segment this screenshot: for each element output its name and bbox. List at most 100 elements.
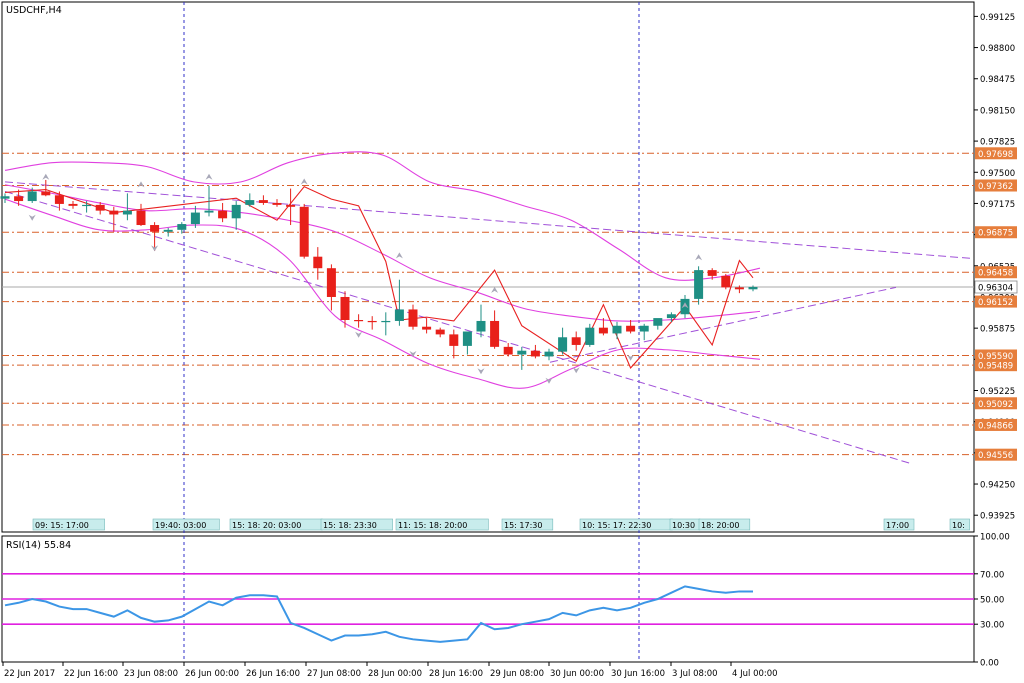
level-label-box: [975, 179, 1017, 192]
regression-channel: [4, 181, 975, 465]
fractal-down-marker: [409, 350, 417, 357]
level-label: 0.95489: [978, 362, 1013, 372]
candle-bull: [231, 204, 241, 219]
channel-lower-line: [4, 190, 913, 465]
time-tick-label: 30 Jun 00:00: [550, 669, 604, 679]
time-axis: 22 Jun 2017 22 Jun 16:00 23 Jun 08:00 26 Ju…: [2, 662, 778, 679]
time-tag-label: 15: 18: 23:30: [323, 521, 377, 530]
current-price-label: 0.96304: [978, 284, 1013, 294]
time-tick-label: 29 Jun 08:00: [490, 669, 544, 679]
fractal-down-marker: [477, 368, 485, 375]
price-tick-label: 0.99125: [980, 13, 1015, 23]
time-tick-label: 4 Jul 00:00: [732, 669, 778, 679]
fractal-up-marker: [42, 173, 50, 180]
candle-bull: [558, 337, 568, 352]
time-tag-label: 10:: [952, 521, 965, 530]
level-label: 0.95092: [978, 400, 1013, 410]
candle-bear: [354, 320, 364, 322]
time-tag-label: 15: 17:30: [504, 521, 542, 530]
level-label-box: [975, 349, 1017, 362]
candle-bull: [394, 309, 404, 321]
time-tick-label: 26 Jun 16:00: [246, 669, 300, 679]
time-tick-label: 28 Jun 00:00: [368, 669, 422, 679]
candle-bear: [109, 210, 119, 215]
time-tag-label: 09: 15: 17:00: [35, 521, 89, 530]
rsi-panel: 100.00 70.00 50.00 30.00 0.00: [2, 533, 1010, 669]
candle-bear: [258, 200, 268, 203]
time-tag-box: [501, 518, 554, 531]
level-label-box: [975, 397, 1017, 410]
candle-bear: [286, 204, 296, 207]
candle-bear: [571, 337, 581, 345]
level-label: 0.94556: [978, 451, 1013, 461]
time-tick-label: 27 Jun 08:00: [307, 669, 361, 679]
channel-upper-line: [4, 181, 975, 260]
fractal-up-marker: [137, 181, 145, 188]
candle-bear: [422, 326, 432, 330]
price-tick-label: 0.98475: [980, 75, 1015, 85]
candle-bear: [408, 309, 418, 327]
price-tick-label: 0.95225: [980, 387, 1015, 397]
time-tag-label: 18: 20:00: [701, 521, 739, 530]
rsi-tick-label: 100.00: [980, 533, 1010, 543]
candle-bull: [517, 350, 527, 355]
current-price-box: [974, 280, 1018, 294]
time-tag-box: [395, 518, 489, 531]
fractal-up-marker: [695, 254, 703, 261]
candle-bear: [734, 287, 744, 290]
candle-bear: [150, 225, 160, 232]
candle-bear: [626, 325, 636, 332]
price-tick-label: 0.97500: [980, 169, 1015, 179]
candle-bull: [122, 210, 132, 215]
candle-bear: [326, 268, 336, 297]
level-label: 0.94866: [978, 421, 1013, 431]
level-label: 0.96152: [978, 298, 1013, 308]
fractal-down-marker: [28, 214, 36, 221]
time-tick-label: 28 Jun 16:00: [429, 669, 483, 679]
level-label: 0.95590: [978, 352, 1013, 362]
candle-bear: [449, 334, 459, 346]
fractal-down-marker: [545, 377, 553, 384]
candle-bull: [190, 212, 200, 225]
candle-bull: [680, 298, 690, 315]
candle-bull: [585, 327, 595, 345]
candle-bull: [694, 270, 704, 299]
fractal-up-marker: [491, 286, 499, 293]
price-tick-label: 0.97175: [980, 200, 1015, 210]
price-tick-label: 0.94250: [980, 481, 1015, 491]
level-label-box: [975, 359, 1017, 372]
time-tick-label: 3 Jul 08:00: [672, 669, 718, 679]
time-tag-label: 11: 15: 18: 20:00: [398, 521, 467, 530]
candle-bull: [639, 325, 649, 332]
level-label-box: [975, 418, 1017, 431]
time-tag-box: [32, 518, 105, 531]
symbol-title: USDCHF,H4: [6, 5, 62, 16]
candle-bull: [0, 196, 10, 199]
level-label: 0.96458: [978, 269, 1013, 279]
price-tick-label: 0.97825: [980, 138, 1015, 148]
level-label-box: [975, 147, 1017, 160]
time-tag-label: 17:00: [886, 521, 909, 530]
bollinger-upper-line: [4, 151, 761, 281]
time-tag-box: [698, 518, 751, 531]
time-tag-label: 15: 18: 20: 03:00: [232, 521, 301, 530]
candle-bear: [136, 210, 146, 226]
fractal-up-marker: [395, 252, 403, 259]
support-resistance-levels: [2, 152, 974, 456]
time-tag-box: [949, 518, 970, 531]
level-label-box: [975, 226, 1017, 239]
session-separators: [183, 2, 640, 662]
time-tag-label: 10: 15: 17: 22:30: [582, 521, 651, 530]
fractal-down-marker: [572, 367, 580, 374]
candle-bull: [612, 325, 622, 334]
candle-bear: [340, 296, 350, 320]
candle-bull: [27, 191, 37, 202]
fractal-up-marker: [205, 173, 213, 180]
channel-support-line: [549, 286, 897, 363]
candle-bull: [177, 224, 187, 230]
fractal-markers: [28, 173, 703, 384]
candle-bear: [272, 202, 282, 205]
fractal-down-marker: [627, 354, 635, 361]
